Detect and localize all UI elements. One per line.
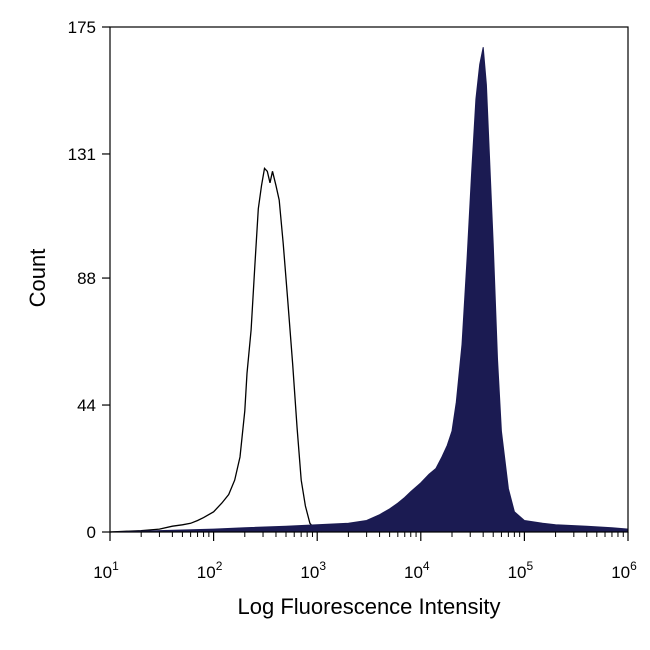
axes: 101 102 103 104 105 106 0 44 88 131 175	[68, 18, 637, 582]
x-axis-title: Log Fluorescence Intensity	[238, 594, 501, 619]
y-tick-label: 175	[68, 18, 96, 37]
plot-frame	[109, 26, 629, 533]
x-tick-label: 103	[300, 559, 326, 582]
y-axis-title: Count	[25, 249, 50, 308]
plot-area	[109, 47, 629, 533]
x-tick-label: 104	[404, 559, 430, 582]
x-tick-label: 105	[508, 559, 534, 582]
y-tick-label: 131	[68, 145, 96, 164]
histogram-series-2-filled	[109, 47, 629, 533]
x-tick-label: 102	[197, 559, 223, 582]
y-tick-label: 44	[77, 396, 96, 415]
y-tick-label: 0	[87, 523, 96, 542]
y-tick-label: 88	[77, 269, 96, 288]
x-tick-label: 101	[93, 559, 119, 582]
histogram-series-1-outline	[109, 167, 322, 533]
x-tick-label: 106	[611, 559, 637, 582]
